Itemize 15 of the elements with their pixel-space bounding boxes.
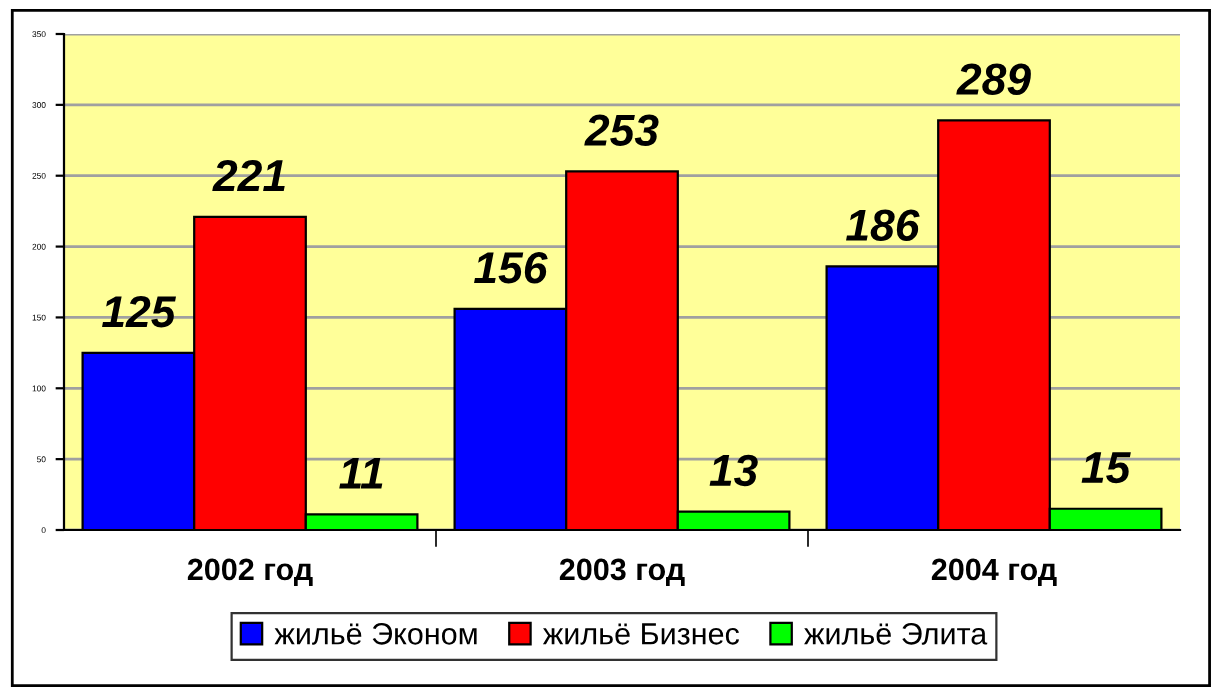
x-tick-label: 2003 год	[559, 558, 685, 587]
data-label: 15	[1081, 452, 1131, 484]
data-label: 125	[102, 295, 176, 328]
legend-label: жильё Эконом	[274, 623, 477, 645]
data-label: 156	[474, 252, 548, 284]
x-tick-label: 2004 год	[931, 558, 1057, 587]
data-label: 253	[584, 114, 659, 147]
data-label: 221	[212, 159, 285, 191]
data-label: 186	[846, 209, 920, 241]
x-tick-label: 2002 год	[187, 558, 313, 587]
legend-label: жильё Бизнес	[542, 623, 740, 645]
data-label: 289	[956, 63, 1031, 95]
legend-label: жильё Элита	[804, 623, 988, 645]
data-label: 13	[709, 454, 758, 487]
data-label: 11	[339, 457, 383, 489]
